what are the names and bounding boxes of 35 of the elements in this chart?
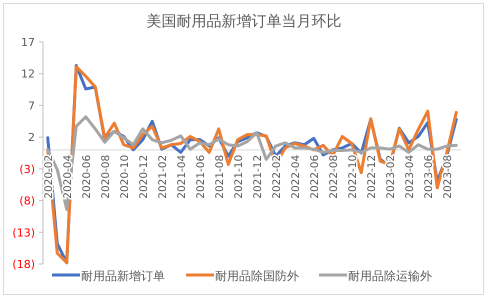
x-tick-label: 2020-08: [100, 154, 112, 199]
x-tick-label: 2021-12: [252, 154, 264, 199]
y-tick-label: 2: [28, 131, 35, 144]
x-tick-label: 2020-06: [80, 154, 93, 199]
x-tick-label: 2022-04: [290, 154, 302, 199]
x-tick-label: 2021-04: [176, 154, 188, 199]
y-tick-label: 7: [28, 99, 35, 112]
x-tick-label: 2022-10: [346, 154, 359, 199]
x-tick-label: 2021-02: [156, 154, 169, 199]
x-tick-label: 2023-02: [384, 154, 397, 199]
y-tick-label: (8): [19, 194, 35, 208]
y-tick-label: (3): [19, 162, 35, 176]
x-tick-label: 2020-12: [138, 154, 150, 199]
y-tick-label: 17: [21, 36, 35, 49]
x-tick-label: 2022-08: [328, 154, 340, 199]
legend-label: 耐用品除国防外: [215, 269, 299, 283]
x-tick-label: 2021-10: [232, 154, 245, 199]
chart-title: 美国耐用品新增订单当月环比: [146, 12, 342, 30]
x-tick-label: 2020-10: [118, 154, 131, 199]
x-tick-label: 2022-06: [308, 154, 321, 199]
x-tick-label: 2020-02: [42, 154, 55, 199]
legend-label: 耐用品新增订单: [81, 269, 165, 283]
x-tick-label: 2021-08: [214, 154, 226, 199]
x-tick-label: 2022-02: [270, 154, 283, 199]
x-tick-label: 2020-04: [62, 154, 74, 199]
x-tick-label: 2023-04: [404, 154, 416, 199]
y-tick-label: 12: [21, 68, 35, 81]
y-tick-label: (13): [12, 226, 35, 240]
y-tick-label: (18): [12, 258, 35, 271]
line-series: [46, 115, 458, 211]
x-tick-label: 2023-08: [442, 154, 454, 199]
x-tick-label: 2023-06: [422, 154, 435, 199]
legend-label: 耐用品除运输外: [348, 269, 432, 283]
x-tick-label: 2022-12: [366, 154, 378, 199]
x-tick-label: 2021-06: [194, 154, 207, 199]
